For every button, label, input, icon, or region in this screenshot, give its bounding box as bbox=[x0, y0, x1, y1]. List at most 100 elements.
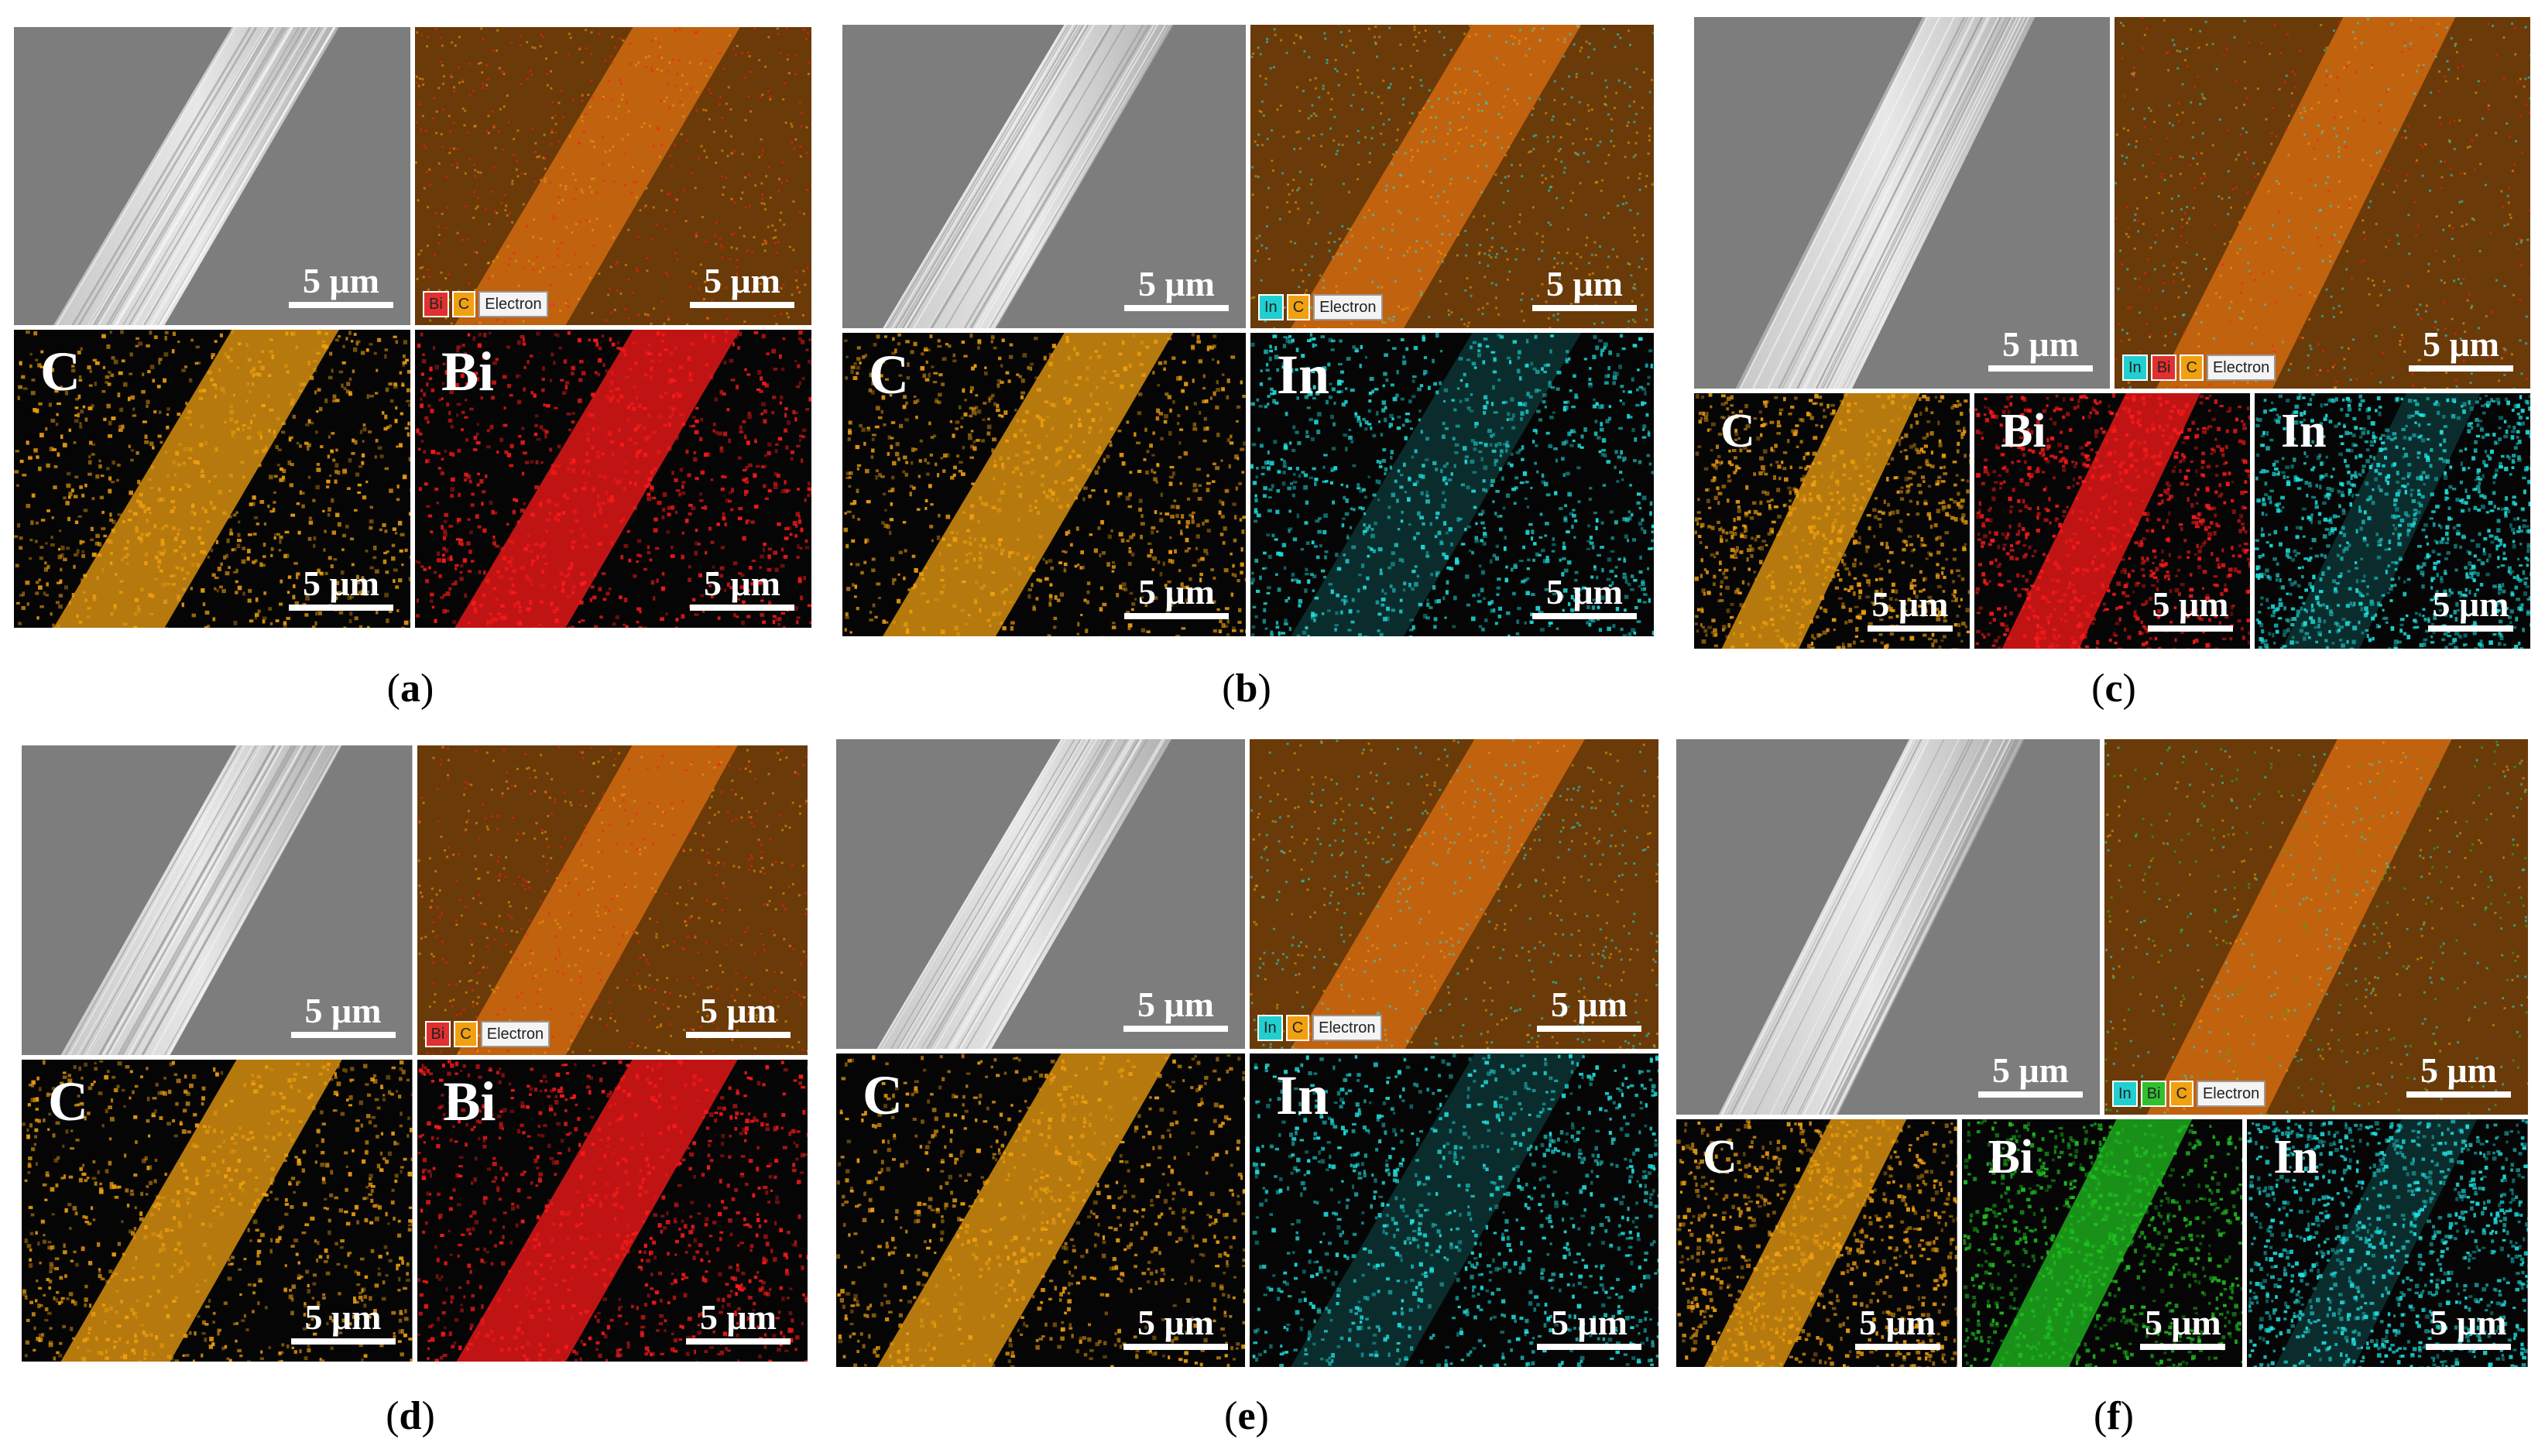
scale-bar-c-sem: 5 μm bbox=[1988, 327, 2093, 372]
eds-map-e-c: C 5 μm bbox=[836, 1053, 1245, 1367]
eds-overlay-b: 5 μm In C Electron bbox=[1250, 25, 1654, 328]
element-label: C bbox=[40, 341, 81, 403]
legend-item-in: In bbox=[1257, 1015, 1283, 1041]
panel-letter: d bbox=[399, 1394, 422, 1438]
eds-map-d-bi-image bbox=[417, 1060, 808, 1362]
eds-map-e-c-image bbox=[836, 1053, 1245, 1367]
scale-bar-f-overlay: 5 μm bbox=[2406, 1053, 2511, 1098]
scale-bar-f-bi: 5 μm bbox=[2140, 1305, 2226, 1350]
legend-item-electron: Electron bbox=[480, 1021, 551, 1047]
element-label: Bi bbox=[441, 341, 495, 403]
scale-bar-label: 5 μm bbox=[2420, 1050, 2497, 1090]
legend-item-electron: Electron bbox=[1313, 294, 1383, 320]
eds-map-f-bi: Bi 5 μm bbox=[1961, 1119, 2243, 1367]
panel-caption-b: (b) bbox=[1222, 666, 1271, 711]
scale-bar-label: 5 μm bbox=[2152, 584, 2229, 624]
scale-bar-e-overlay: 5 μm bbox=[1537, 987, 1641, 1032]
scale-bar-line bbox=[1124, 305, 1229, 311]
sem-image-b-image bbox=[842, 25, 1246, 328]
eds-map-b-c: C 5 μm bbox=[842, 333, 1246, 636]
scale-bar-label: 5 μm bbox=[1871, 584, 1949, 624]
eds-map-f-in-image bbox=[2247, 1119, 2528, 1367]
legend-item-in: In bbox=[2122, 355, 2148, 381]
scale-bar-line bbox=[1537, 1026, 1641, 1032]
scale-bar-label: 5 μm bbox=[1551, 1303, 1627, 1342]
scale-bar-line bbox=[289, 605, 393, 611]
legend-item-in: In bbox=[1258, 294, 1284, 320]
eds-map-d-bi: Bi 5 μm bbox=[417, 1060, 808, 1362]
scale-bar-line bbox=[2428, 625, 2513, 632]
scale-bar-line bbox=[1123, 1344, 1228, 1350]
scale-bar-line bbox=[1124, 613, 1229, 619]
scale-bar-d-c: 5 μm bbox=[290, 1297, 396, 1345]
element-label: Bi bbox=[1988, 1131, 2034, 1184]
eds-map-d-c-image bbox=[22, 1060, 413, 1362]
panel-caption-c: (c) bbox=[2091, 666, 2136, 711]
element-label: C bbox=[1720, 405, 1755, 457]
panel-letter: b bbox=[1235, 666, 1258, 711]
scale-bar-b-overlay: 5 μm bbox=[1532, 266, 1637, 311]
sem-image-f: 5 μm bbox=[1676, 739, 2100, 1115]
panel-letter: f bbox=[2107, 1394, 2121, 1438]
scale-bar-line bbox=[1532, 613, 1637, 619]
panel-letter: c bbox=[2104, 666, 2123, 711]
legend-item-bi: Bi bbox=[2150, 355, 2177, 381]
scale-bar-line bbox=[686, 1338, 791, 1345]
legend-item-c: C bbox=[451, 291, 476, 317]
eds-map-e-in: In 5 μm bbox=[1250, 1053, 1658, 1367]
scale-bar-line bbox=[2409, 365, 2513, 372]
eds-map-c-in: In 5 μm bbox=[2255, 393, 2530, 649]
scale-bar-line bbox=[2148, 625, 2233, 632]
scale-bar-line bbox=[690, 302, 794, 308]
eds-map-c-c: C 5 μm bbox=[1694, 393, 1970, 649]
eds-overlay-b-image bbox=[1250, 25, 1654, 328]
legend-item-bi: Bi bbox=[423, 291, 449, 317]
scale-bar-a-overlay: 5 μm bbox=[690, 263, 794, 308]
element-label: Bi bbox=[2001, 405, 2046, 457]
scale-bar-b-in: 5 μm bbox=[1532, 574, 1637, 619]
element-label: C bbox=[869, 344, 909, 406]
scale-bar-label: 5 μm bbox=[1138, 572, 1215, 612]
scale-bar-c-c: 5 μm bbox=[1868, 587, 1953, 632]
scale-bar-label: 5 μm bbox=[1137, 985, 1214, 1024]
scale-bar-f-sem: 5 μm bbox=[1978, 1053, 2083, 1098]
eds-map-d-c: C 5 μm bbox=[22, 1060, 413, 1362]
eds-overlay-c: 5 μm In Bi C Electron bbox=[2115, 17, 2530, 389]
sem-image-b: 5 μm bbox=[842, 25, 1246, 328]
scale-bar-line bbox=[1532, 305, 1637, 311]
eds-map-b-c-image bbox=[842, 333, 1246, 636]
sem-image-f-image bbox=[1676, 739, 2100, 1115]
scale-bar-label: 5 μm bbox=[1859, 1303, 1936, 1342]
eds-map-a-c: C 5 μm bbox=[14, 330, 410, 628]
eds-map-b-in: In 5 μm bbox=[1250, 333, 1654, 636]
legend-item-c: C bbox=[2169, 1081, 2193, 1107]
scale-bar-line bbox=[1988, 365, 2093, 372]
eds-map-b-in-image bbox=[1250, 333, 1654, 636]
element-label: C bbox=[863, 1064, 903, 1126]
legend-item-electron: Electron bbox=[1312, 1015, 1382, 1041]
scale-bar-label: 5 μm bbox=[704, 564, 780, 603]
scale-bar-line bbox=[290, 1338, 396, 1345]
eds-overlay-a: 5 μm Bi C Electron bbox=[415, 27, 811, 325]
eds-overlay-e-image bbox=[1250, 739, 1658, 1049]
eds-map-f-c: C 5 μm bbox=[1676, 1119, 1957, 1367]
scale-bar-line bbox=[686, 1032, 791, 1038]
scale-bar-line bbox=[1868, 625, 1953, 632]
panel-f: 5 μm 5 μm In Bi C Electron C 5 μm Bi 5 μm In 5 μm bbox=[1676, 739, 2528, 1367]
legend-item-bi: Bi bbox=[424, 1021, 451, 1047]
panel-a: 5 μm 5 μm Bi C Electron C 5 μm Bi 5 μm bbox=[14, 27, 811, 628]
eds-legend-e: In C Electron bbox=[1257, 1015, 1382, 1041]
legend-item-c: C bbox=[2180, 355, 2204, 381]
scale-bar-label: 5 μm bbox=[1546, 572, 1623, 612]
eds-map-c-bi-image bbox=[1974, 393, 2250, 649]
sem-image-d-image bbox=[22, 745, 413, 1055]
scale-bar-d-bi: 5 μm bbox=[686, 1300, 791, 1345]
panel-letter: e bbox=[1237, 1394, 1256, 1438]
sem-image-e-image bbox=[836, 739, 1245, 1049]
panel-caption-e: (e) bbox=[1224, 1394, 1269, 1438]
scale-bar-label: 5 μm bbox=[304, 1297, 382, 1337]
panel-c: 5 μm 5 μm In Bi C Electron C 5 μm Bi 5 μm In 5 μm bbox=[1694, 17, 2530, 649]
legend-item-c: C bbox=[1286, 294, 1311, 320]
scale-bar-a-c: 5 μm bbox=[289, 566, 393, 611]
legend-item-c: C bbox=[1285, 1015, 1310, 1041]
